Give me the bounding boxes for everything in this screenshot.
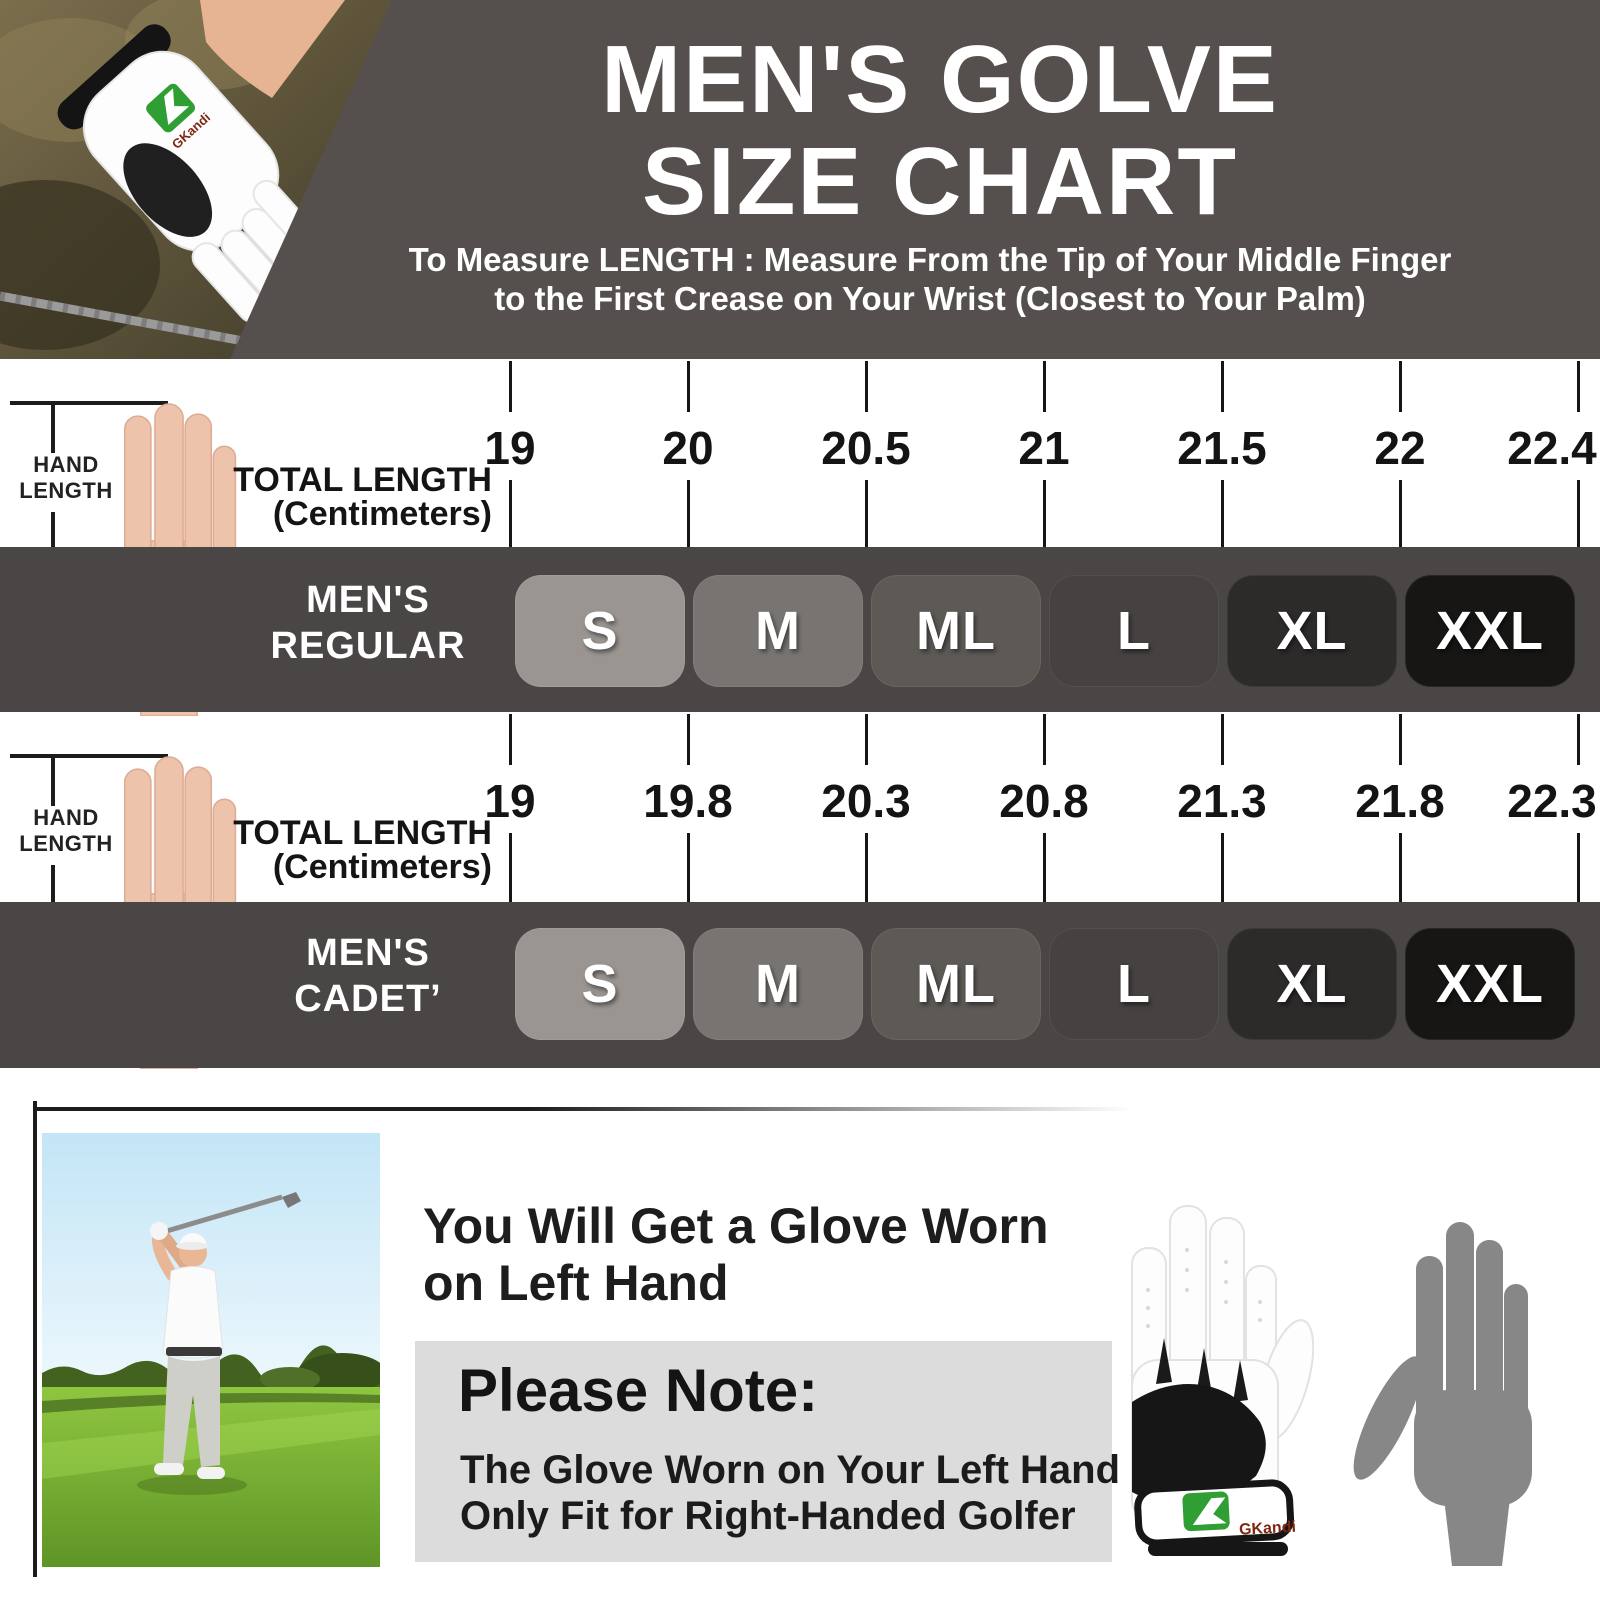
hand-length-label-line1: HAND: [33, 452, 99, 477]
bracket-top-line: [10, 401, 168, 405]
delivery-heading-line2: on Left Hand: [423, 1255, 729, 1311]
page-title-line2: SIZE CHART: [642, 128, 1238, 235]
photo-frame-horizontal-line: [33, 1107, 1133, 1111]
measure-instruction-line1: To Measure LENGTH : Measure From the Tip…: [408, 241, 1452, 278]
ruler-tick: [1399, 714, 1402, 765]
ruler-value: 22.4: [1507, 422, 1597, 474]
ruler-tick: [509, 480, 512, 547]
ruler-tick: [509, 714, 512, 765]
golfer-photo: [42, 1133, 380, 1567]
ruler-tick: [1399, 833, 1402, 902]
ruler-tick: [865, 833, 868, 902]
size-chip-xl: XL: [1227, 928, 1397, 1040]
ruler-tick: [509, 361, 512, 412]
ruler-value: 21.5: [1177, 422, 1267, 474]
hand-length-label-line1: HAND: [33, 805, 99, 830]
size-chip-ml: ML: [871, 575, 1041, 687]
row-label-line2: CADET’: [294, 978, 442, 1020]
note-text-line2: Only Fit for Right-Handed Golfer: [460, 1494, 1076, 1538]
axis-label-line1: TOTAL LENGTH: [233, 461, 492, 499]
ruler-tick: [687, 833, 690, 902]
size-chip-s: S: [515, 928, 685, 1040]
row-label-line1: MEN'S: [306, 932, 430, 974]
delivery-heading-line1: You Will Get a Glove Worn: [423, 1198, 1049, 1254]
hand-length-label-line2: LENGTH: [19, 831, 113, 856]
ruler-tick: [1221, 714, 1224, 765]
axis-label-line1: TOTAL LENGTH: [233, 814, 492, 852]
row-label-line2: REGULAR: [270, 625, 466, 667]
size-chip-xl: XL: [1227, 575, 1397, 687]
ruler-tick: [1043, 480, 1046, 547]
ruler-value: 21: [1018, 422, 1070, 474]
note-text-line1: The Glove Worn on Your Left Hand: [460, 1448, 1121, 1492]
size-chip-m: M: [693, 575, 863, 687]
ruler-tick: [687, 361, 690, 412]
please-note-box: [415, 1341, 1112, 1562]
axis-label-line2: (Centimeters): [272, 495, 492, 533]
axis-label-line2: (Centimeters): [272, 848, 492, 886]
ruler-value: 20: [662, 422, 714, 474]
bracket-top-line: [10, 754, 168, 758]
ruler-tick: [1399, 361, 1402, 412]
ruler-tick: [1221, 833, 1224, 902]
size-chip-l: L: [1049, 928, 1219, 1040]
header-banner: MEN'S GOLVE SIZE CHART To Measure LENGTH…: [0, 0, 1600, 359]
ruler-value: 20.3: [821, 775, 911, 827]
left-hand-glove-image: [1118, 1190, 1314, 1572]
ruler-value: 20.8: [999, 775, 1089, 827]
size-chip-ml: ML: [871, 928, 1041, 1040]
ruler-value: 19: [484, 422, 536, 474]
size-chip-s: S: [515, 575, 685, 687]
ruler-tick: [865, 361, 868, 412]
hand-length-label-line2: LENGTH: [19, 478, 113, 503]
ruler-value: 22.3: [1507, 775, 1597, 827]
ruler-tick: [687, 480, 690, 547]
ruler-value: 19.8: [643, 775, 733, 827]
ruler-tick: [865, 714, 868, 765]
size-chip-l: L: [1049, 575, 1219, 687]
ruler-tick: [1577, 480, 1580, 547]
photo-frame-vertical-line: [33, 1101, 37, 1577]
ruler-value: 22: [1374, 422, 1426, 474]
ruler-tick: [1221, 361, 1224, 412]
ruler-tick: [1043, 714, 1046, 765]
ruler-tick: [1577, 361, 1580, 412]
row-label-line1: MEN'S: [306, 579, 430, 621]
size-chip-xxl: XXL: [1405, 575, 1575, 687]
ruler-value: 21.8: [1355, 775, 1445, 827]
ruler-tick: [1043, 833, 1046, 902]
ruler-tick: [1577, 714, 1580, 765]
size-chip-xxl: XXL: [1405, 928, 1575, 1040]
note-title: Please Note:: [458, 1357, 819, 1424]
ruler-tick: [865, 480, 868, 547]
ruler-tick: [687, 714, 690, 765]
measure-instruction-line2: to the First Crease on Your Wrist (Close…: [494, 280, 1366, 317]
ruler-value: 21.3: [1177, 775, 1267, 827]
ruler-tick: [1043, 361, 1046, 412]
hand-silhouette-icon: [1338, 1168, 1566, 1566]
size-chip-m: M: [693, 928, 863, 1040]
ruler-value: 20.5: [821, 422, 911, 474]
page-title-line1: MEN'S GOLVE: [601, 26, 1279, 133]
ruler-value: 19: [484, 775, 536, 827]
ruler-tick: [1577, 833, 1580, 902]
bracket-vertical-line: [51, 754, 55, 806]
ruler-tick: [1399, 480, 1402, 547]
bracket-vertical-line: [51, 401, 55, 453]
ruler-tick: [509, 833, 512, 902]
ruler-tick: [1221, 480, 1224, 547]
